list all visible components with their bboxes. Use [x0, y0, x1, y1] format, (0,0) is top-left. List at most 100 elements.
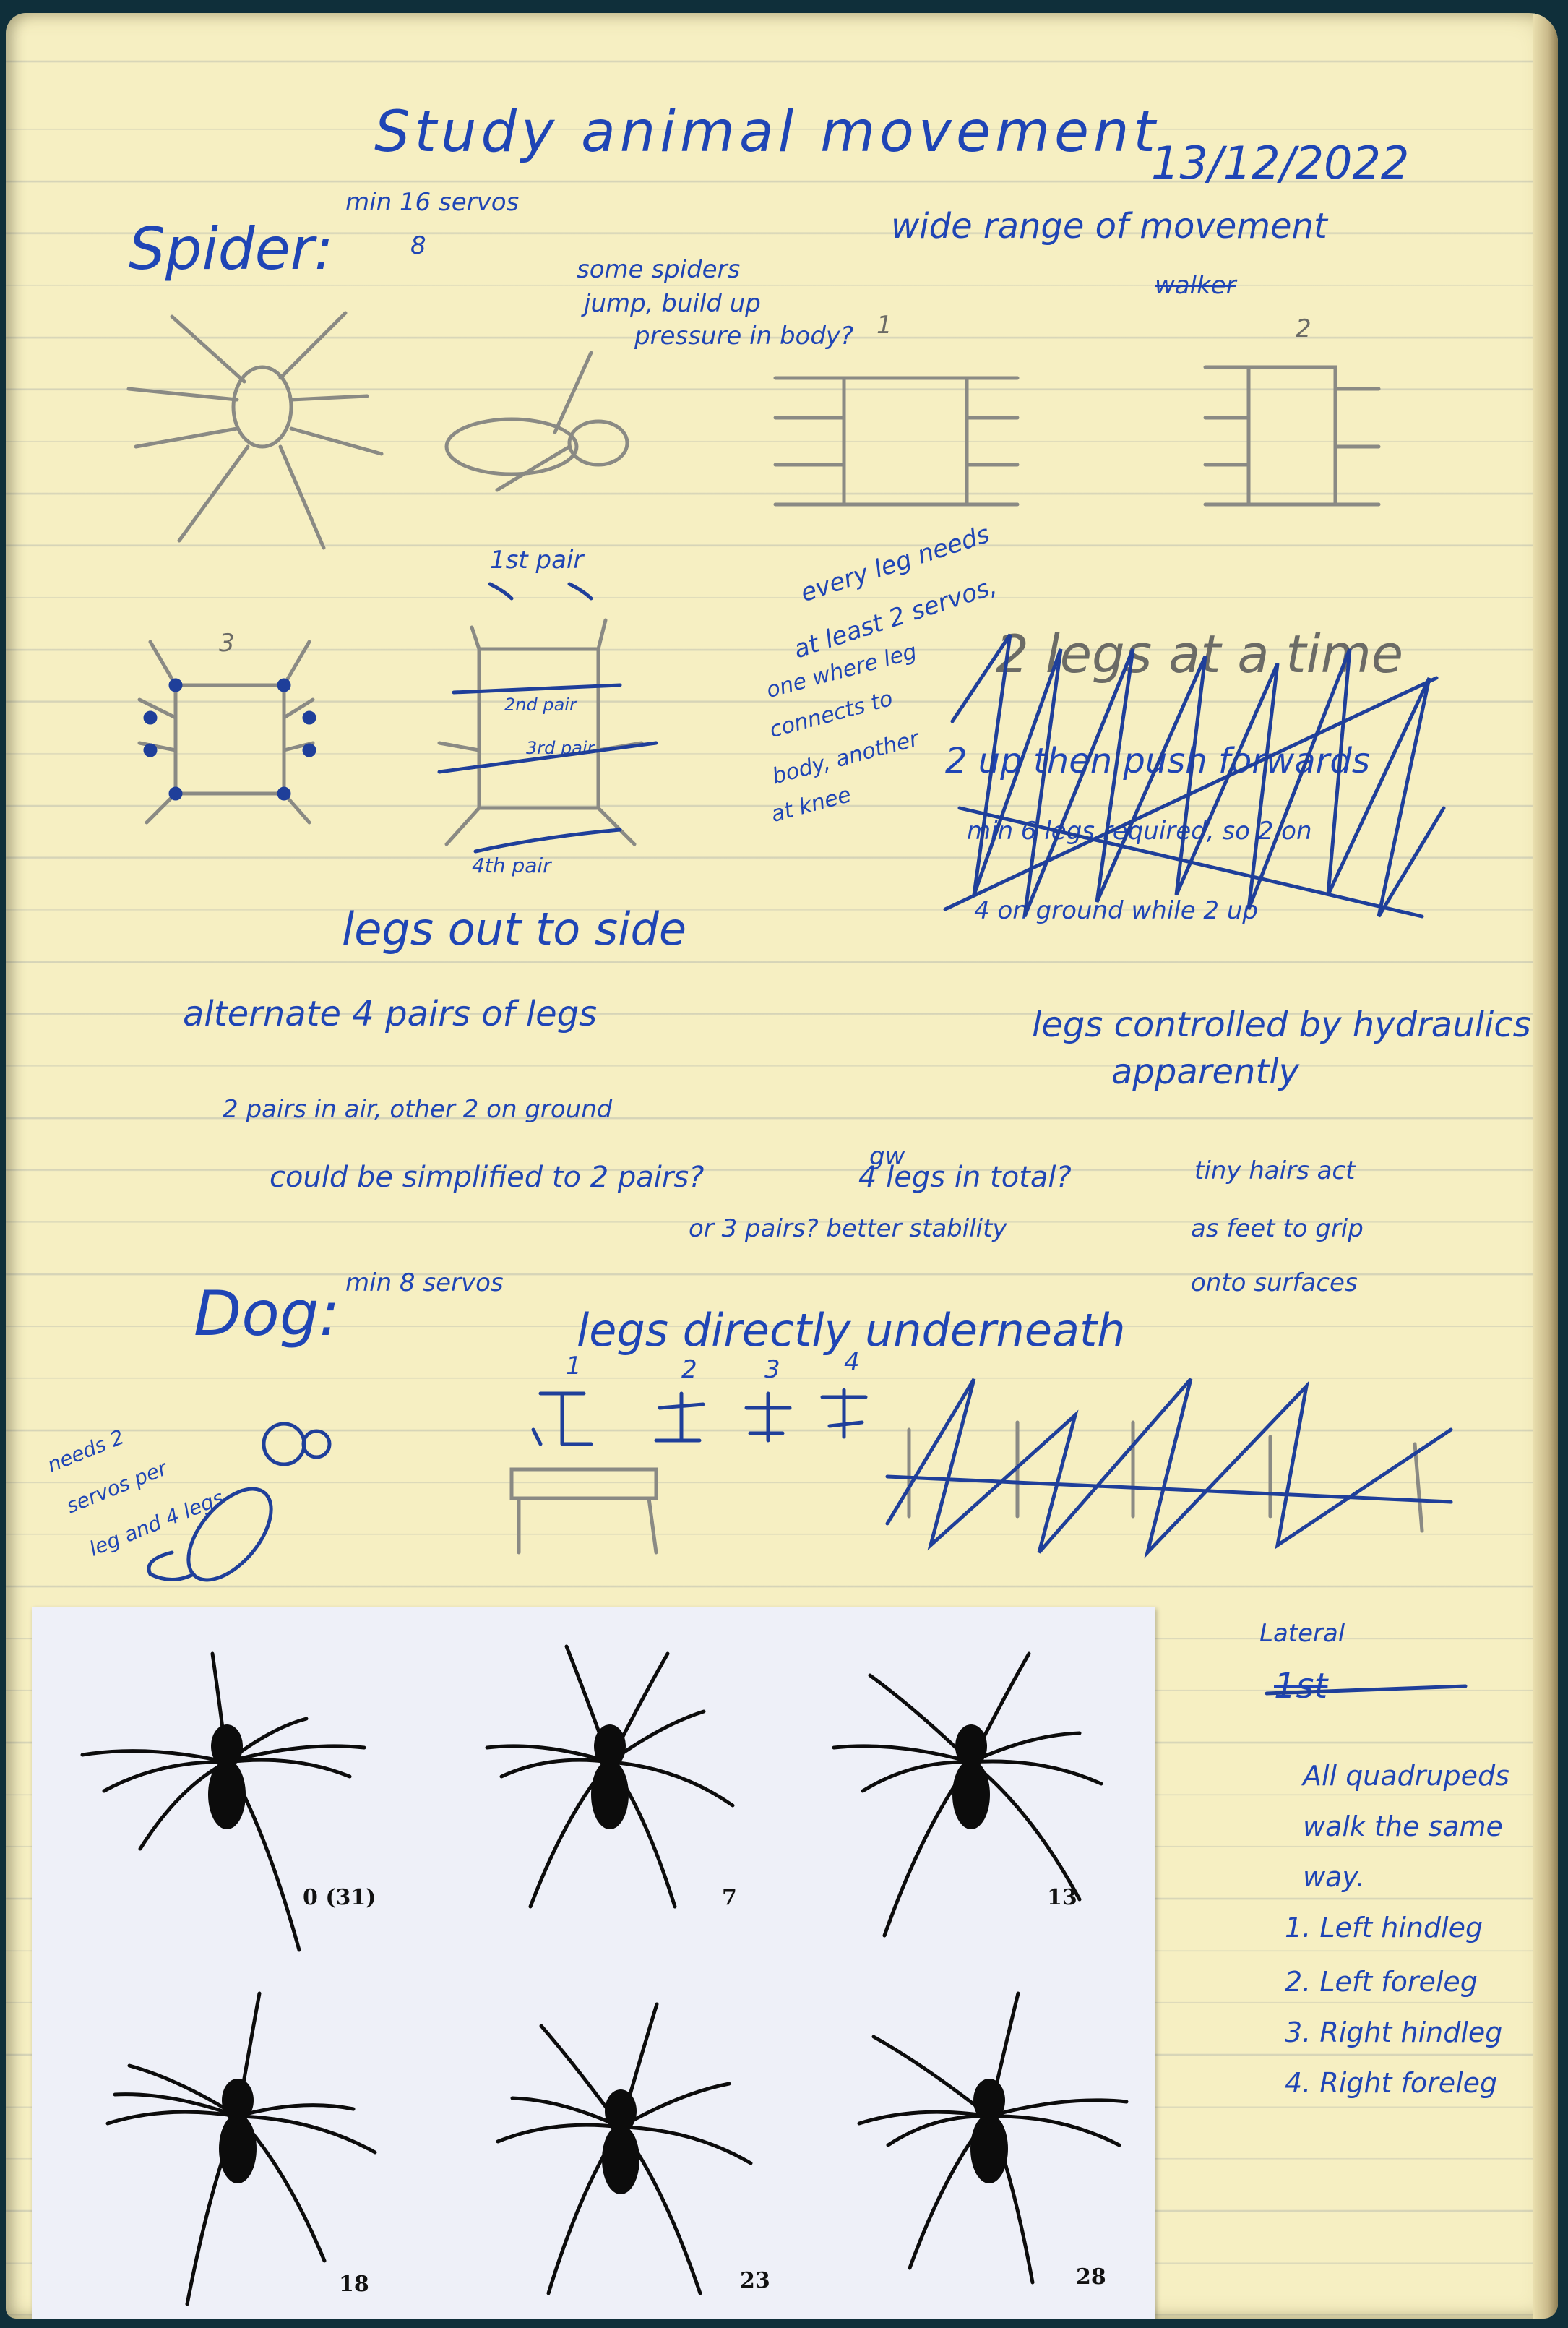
legs-underneath-note: legs directly underneath [577, 1304, 1126, 1357]
spider-leg [127, 2063, 240, 2118]
hairs-note-1: tiny hairs act [1194, 1156, 1356, 1185]
gw-note: gw [869, 1142, 905, 1171]
spider-leg [80, 1749, 229, 1764]
pair-label-2: 2nd pair [504, 695, 577, 715]
spider-leg [619, 2082, 731, 2129]
dog-leg-number-2: 2 [681, 1355, 697, 1384]
frame-label-13: 13 [1047, 1885, 1077, 1910]
spider-figure-svg [80, 1644, 1129, 2306]
spider-heading: Spider: [129, 215, 334, 283]
frame-label-0: 0 (31) [303, 1885, 376, 1910]
crossed-note-2: 2 up then push forwards [945, 741, 1370, 781]
page-title: Study animal movement [374, 100, 1160, 165]
page-date: 13/12/2022 [1151, 137, 1410, 189]
movement-range-note: wide range of movement [891, 206, 1327, 246]
spider-leg [608, 1760, 735, 1808]
spider-silhouette [857, 1991, 1129, 2285]
spider-leg [236, 2103, 356, 2118]
spider-leg [113, 2092, 240, 2118]
spider-leg [236, 2114, 377, 2155]
spider-leg [987, 2098, 1129, 2118]
gait-line-5: 2. Left foreleg [1285, 1966, 1478, 1998]
spider-cephalothorax [973, 2079, 1005, 2122]
pair-label-bottom: 4th pair [472, 854, 551, 877]
gait-line-1: All quadrupeds [1303, 1760, 1509, 1792]
spider-leg [485, 1744, 612, 1764]
spider-cephalothorax [222, 2079, 254, 2122]
spider-cephalothorax [211, 1724, 243, 1768]
frame-label-28: 28 [1076, 2264, 1106, 2290]
spider-leg [225, 1744, 366, 1764]
three-pairs-note: or 3 pairs? better stability [689, 1214, 1007, 1243]
spider-leg [886, 2114, 991, 2147]
spider-cephalothorax [955, 1724, 987, 1768]
spider-abdomen [602, 2125, 639, 2194]
gait-line-6: 3. Right hindleg [1285, 2016, 1503, 2048]
hydraulics-note-2: apparently [1111, 1052, 1300, 1092]
spider-leg [499, 1758, 612, 1779]
notebook-page: Study animal movement 13/12/2022 Spider:… [6, 13, 1558, 2319]
dog-leg-number-3: 3 [764, 1355, 780, 1384]
gait-line-3: way. [1303, 1861, 1365, 1893]
crossed-note-4: 4 on ground while 2 up [974, 896, 1258, 925]
sketch-number-2: 2 [1296, 314, 1311, 343]
spider-abdomen [591, 1760, 629, 1829]
spider-abdomen [208, 1760, 246, 1829]
crossed-note-1: 2 legs at a time [996, 624, 1404, 684]
frame-label-23: 23 [740, 2268, 770, 2293]
spider-abdomen [970, 2114, 1008, 2183]
spider-leg [225, 1758, 352, 1779]
gait-label: Lateral [1259, 1619, 1345, 1648]
spider-silhouette [832, 1651, 1103, 1938]
gait-crossed-word: 1st [1274, 1666, 1328, 1706]
sketch-number-1: 1 [876, 311, 892, 340]
legs-to-side-note: legs out to side [342, 903, 686, 955]
spider-silhouette [485, 1644, 735, 1909]
dog-servo-note: min 8 servos [345, 1268, 504, 1297]
dog-leg-number-1: 1 [566, 1352, 582, 1380]
spider-leg [871, 2035, 991, 2118]
spider-gait-figure: 0 (31) 7 13 18 23 28 [32, 1607, 1155, 2319]
dog-heading: Dog: [194, 1278, 340, 1350]
legs-total-note: 4 legs in total? [858, 1161, 1072, 1194]
jump-note-1: some spiders [577, 255, 741, 284]
dog-side-note-2: servos per [63, 1456, 171, 1519]
crossed-note-3: min 6 legs required, so 2 on [967, 817, 1312, 846]
simplify-note: could be simplified to 2 pairs? [270, 1161, 705, 1194]
page-edge [1533, 13, 1558, 2319]
spider-leg [969, 1731, 1082, 1764]
hairs-note-3: onto surfaces [1191, 1268, 1358, 1297]
spider-silhouette [80, 1651, 366, 1952]
dog-leg-number-4: 4 [844, 1348, 860, 1377]
spider-cephalothorax [605, 2089, 637, 2133]
jump-note-2: jump, build up [584, 289, 761, 318]
jump-note-3: pressure in body? [634, 322, 854, 351]
spider-servo-note: min 16 servos [345, 188, 520, 217]
spider-leg [861, 1760, 973, 1793]
dog-side-note-1: needs 2 [43, 1425, 128, 1477]
pair-label-top: 1st pair [490, 546, 584, 575]
sketch-number-3: 3 [219, 629, 235, 658]
gait-line-2: walk the same [1303, 1811, 1503, 1842]
spider-leg [832, 1744, 973, 1764]
spider-cephalothorax [594, 1724, 626, 1768]
frame-label-7: 7 [722, 1885, 737, 1910]
spider-abdomen [952, 1760, 990, 1829]
spider-leg [619, 2125, 753, 2165]
hydraulics-note-1: legs controlled by hydraulics [1032, 1005, 1531, 1045]
connect-note-4: at knee [768, 781, 854, 828]
gait-line-7: 4. Right foreleg [1285, 2067, 1498, 2099]
spider-leg [987, 2114, 1121, 2147]
crossed-word: walker [1155, 271, 1236, 300]
alternate-pairs-note: alternate 4 pairs of legs [183, 994, 598, 1034]
spider-leg [969, 1759, 1103, 1786]
hairs-note-2: as feet to grip [1191, 1214, 1364, 1243]
spider-leg [102, 1760, 229, 1793]
gait-line-4: 1. Left hindleg [1285, 1912, 1483, 1943]
spider-silhouette [496, 2002, 753, 2295]
spider-leg [857, 2110, 991, 2126]
spider-servo-note-2: 8 [410, 231, 426, 260]
pairs-in-air-note: 2 pairs in air, other 2 on ground [223, 1095, 613, 1124]
spider-leg [496, 2123, 623, 2144]
spider-abdomen [219, 2114, 257, 2183]
